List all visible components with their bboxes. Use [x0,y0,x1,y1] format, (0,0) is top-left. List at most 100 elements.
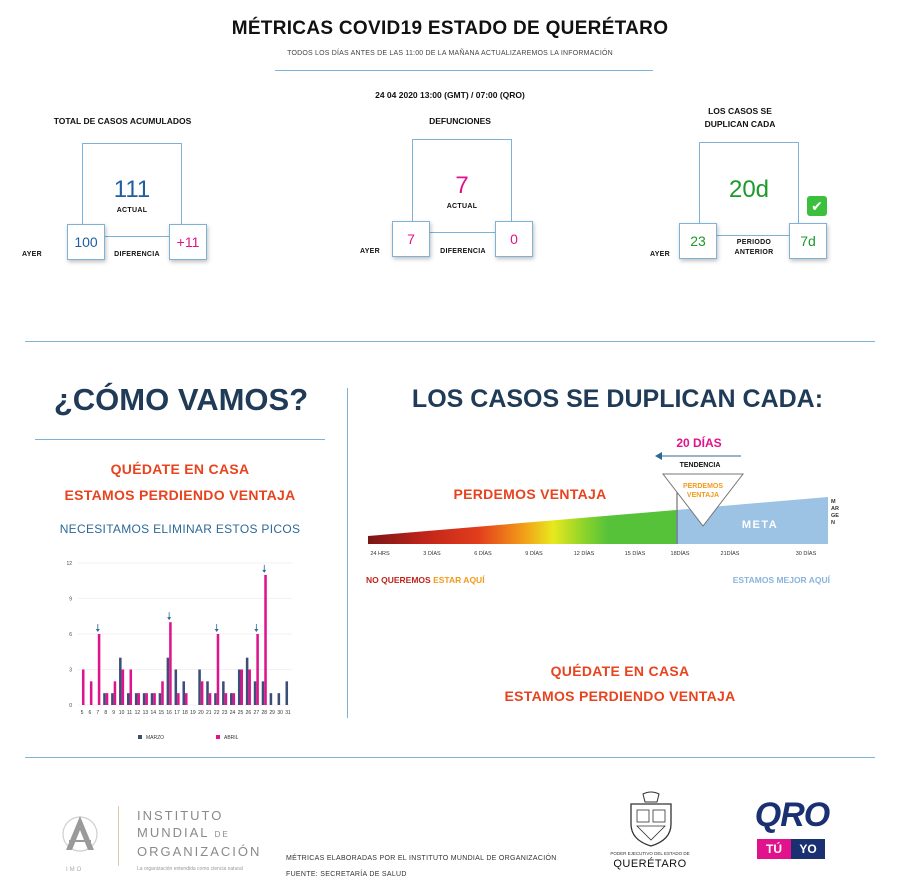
queretaro-coat-of-arms-icon [630,791,672,847]
y-tick-label: 3 [69,668,72,674]
doubling-heading-large: LOS CASOS SE DUPLICAN CADA: [411,385,824,413]
legend-label-abril: ABRIL [224,735,239,741]
bar-marzo-31 [285,681,289,705]
bar-marzo-27 [253,681,257,705]
bar-abril-20 [200,681,204,705]
losing-advantage-text-right: ESTAMOS PERDIENDO VENTAJA [504,688,736,704]
margen-label: MARGEN [831,499,839,526]
bar-marzo-18 [182,681,185,705]
scale-label-21d: 21DÍAS [720,551,740,557]
x-tick-label: 5 [81,710,84,716]
scale-label-15d: 15 DÍAS [624,551,646,557]
cases-current-label: ACTUAL [116,207,148,214]
y-tick-label: 6 [69,632,72,638]
cases-yesterday-value: 100 [67,224,105,260]
x-tick-label: 20 [198,710,204,716]
gradient-wedge [368,510,676,544]
bar-marzo-8 [103,693,106,705]
gov-line2: QUERÉTARO [613,858,687,870]
bar-abril-10 [121,669,125,705]
bar-marzo-22 [214,693,217,705]
cases-diff-label: DIFERENCIA [114,251,160,258]
section-divider-top [25,341,875,342]
better-here-label: ESTAMOS MEJOR AQUÍ [732,575,830,585]
bar-marzo-20 [198,669,201,705]
bar-abril-22 [216,634,220,705]
vertical-divider [347,388,348,718]
institute-name: INSTITUTO MUNDIAL DE ORGANIZACIÓN [137,807,261,860]
peak-arrow-head-icon [214,629,219,632]
page-title: MÉTRICAS COVID19 ESTADO DE QUERÉTARO [231,18,669,39]
perdemos-small-label: PERDEMOS VENTAJA [670,482,736,500]
bar-abril-9 [113,681,117,705]
bar-abril-12 [137,693,140,705]
x-tick-label: 6 [88,710,91,716]
deaths-heading: DEFUNCIONES [429,116,491,126]
bar-abril-27 [256,634,259,705]
cases-heading: TOTAL DE CASOS ACUMULADOS [53,116,192,126]
x-tick-label: 29 [269,710,275,716]
perdemos-small-line2: VENTAJA [686,492,720,499]
bar-marzo-12 [134,693,138,705]
losing-advantage-text: ESTAMOS PERDIENDO VENTAJA [64,487,296,503]
y-tick-label: 9 [69,597,72,603]
institute-line2: MUNDIAL DE [137,824,261,843]
bar-marzo-21 [206,681,209,705]
bar-marzo-13 [142,693,146,705]
tu-badge: TÚ [757,839,791,859]
trend-arrow-icon [655,452,741,460]
bar-abril-24 [232,693,236,705]
x-tick-label: 26 [246,710,252,716]
gov-line1: PODER EJECUTIVO DEL ESTADO DE [610,851,690,856]
doubling-yesterday-label: AYER [650,251,671,258]
x-tick-label: 9 [112,710,115,716]
peak-arrow-head-icon [167,617,172,621]
doubling-gradient-scale [368,473,828,544]
y-tick-label: 12 [66,561,72,567]
cases-yesterday-label: AYER [22,251,43,258]
doubling-period-value: 7d [789,223,827,259]
institute-mundial: MUNDIAL [137,825,210,840]
bar-abril-14 [153,693,156,705]
imo-logo-icon [62,816,98,852]
bar-marzo-23 [222,681,225,705]
x-tick-label: 15 [158,710,164,716]
bar-abril-23 [224,693,228,705]
perdemos-ventaja-label: PERDEMOS VENTAJA [453,486,607,502]
perdemos-small-line1: PERDEMOS [682,483,724,490]
x-tick-label: 19 [190,710,196,716]
meta-label: META [741,519,779,531]
period-label-line2: ANTERIOR [734,249,774,256]
institute-tagline: La organización entendida como ciencia n… [137,866,243,872]
x-tick-label: 25 [238,710,244,716]
bar-marzo-9 [111,693,114,705]
yo-badge: YO [791,839,825,859]
bar-marzo-28 [261,681,265,705]
stay-home-text-right: QUÉDATE EN CASA [550,663,690,679]
bar-abril-7 [97,634,101,705]
deaths-yesterday-label: AYER [360,248,381,255]
bar-abril-16 [169,622,172,705]
cases-current-box: 111 ACTUAL [82,143,182,237]
deaths-current-box: 7 ACTUAL [412,139,512,233]
doubling-heading: LOS CASOS SE DUPLICAN CADA [680,105,800,131]
stay-home-text: QUÉDATE EN CASA [110,461,250,477]
institute-line1: INSTITUTO [137,808,224,823]
peak-arrow-head-icon [254,629,259,632]
source-line: FUENTE: SECRETARÍA DE SALUD [286,871,407,878]
x-tick-label: 23 [222,710,228,716]
scale-label-3d: 3 DÍAS [423,551,441,557]
legend-swatch-abril [216,735,220,739]
deaths-diff-label: DIFERENCIA [440,248,486,255]
bar-abril-8 [105,693,109,705]
institute-line3: ORGANIZACIÓN [137,844,262,859]
doubling-yesterday-value: 23 [679,223,717,259]
scale-label-24h: 24 HRS [370,551,390,557]
x-tick-label: 31 [285,710,291,716]
legend-swatch-marzo [138,735,142,739]
x-tick-label: 8 [104,710,107,716]
losing-triangle [661,473,745,527]
x-tick-label: 30 [277,710,283,716]
no-queremos-text: NO QUEREMOS [366,575,431,585]
bar-abril-6 [89,681,93,705]
